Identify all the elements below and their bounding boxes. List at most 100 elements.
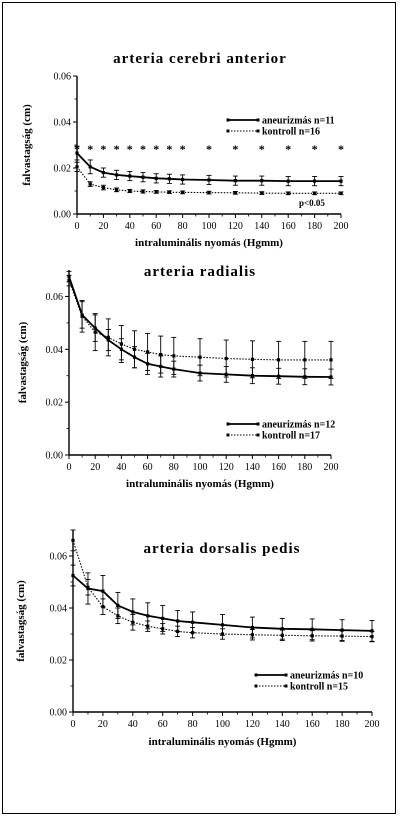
legend-marker	[226, 129, 230, 133]
data-point	[131, 620, 135, 624]
data-point	[280, 627, 284, 631]
legend-label: aneurizmás n=11	[262, 116, 335, 127]
data-point	[131, 610, 135, 614]
data-point	[146, 624, 150, 628]
chart-title: arteria dorsalis pedis	[144, 541, 301, 557]
x-tick-label: 120	[219, 462, 234, 473]
data-point	[340, 628, 344, 632]
y-tick-label: 0.02	[50, 656, 68, 667]
data-point	[220, 632, 225, 636]
x-tick-label: 60	[151, 221, 161, 232]
significance-star: *	[153, 142, 159, 156]
significance-star: *	[206, 142, 212, 156]
data-point	[115, 173, 119, 177]
legend-marker	[254, 684, 258, 688]
data-point	[260, 179, 264, 183]
legend-marker	[226, 422, 230, 426]
series-kontroll	[74, 161, 344, 196]
series-line	[68, 280, 331, 361]
significance-star: *	[127, 142, 133, 156]
data-point	[280, 633, 284, 637]
data-point	[88, 165, 92, 169]
significance-star: *	[338, 142, 344, 156]
data-point	[116, 614, 120, 618]
data-point	[167, 190, 171, 194]
data-point	[172, 354, 176, 358]
x-tick-label: 100	[202, 221, 217, 232]
x-tick-label: 60	[143, 462, 153, 473]
data-point	[106, 335, 110, 339]
x-tick-label: 0	[67, 462, 72, 473]
data-point	[88, 182, 92, 186]
y-tick-label: 0.06	[50, 552, 68, 563]
x-axis-label: intraluminális nyomás (Hgmm)	[135, 237, 283, 249]
x-tick-label: 20	[98, 221, 108, 232]
data-point	[176, 629, 180, 633]
significance-star: *	[232, 142, 238, 156]
x-tick-label: 160	[305, 719, 320, 730]
legend-marker	[226, 118, 230, 122]
data-point	[71, 538, 75, 542]
data-point	[115, 188, 119, 192]
x-tick-label: 20	[98, 719, 108, 730]
x-tick-label: 180	[307, 221, 322, 232]
x-tick-label: 200	[324, 462, 339, 473]
data-point	[101, 605, 105, 609]
x-tick-label: 20	[90, 462, 100, 473]
chart-2: arteria radialis 0 20 40 60 80 100 120 140 160 180…	[17, 264, 339, 490]
significance-star: *	[140, 142, 146, 156]
significance-star: *	[87, 142, 93, 156]
y-tick-label: 0.00	[46, 451, 64, 462]
data-point	[207, 191, 211, 195]
chart-title: arteria radialis	[144, 264, 256, 280]
data-point	[310, 627, 314, 631]
x-tick-label: 140	[254, 221, 269, 232]
x-tick-label: 40	[128, 719, 138, 730]
y-tick-label: 0.02	[54, 164, 72, 175]
data-point	[220, 623, 225, 627]
legend-marker	[284, 673, 288, 677]
data-point	[159, 352, 163, 357]
x-tick-label: 200	[334, 221, 349, 232]
data-point	[181, 190, 185, 194]
significance-star: *	[180, 142, 186, 156]
x-axis-label: intraluminális nyomás (Hgmm)	[126, 478, 274, 490]
data-point	[233, 191, 237, 195]
y-tick-label: 0.00	[54, 210, 72, 221]
data-point	[250, 625, 254, 630]
y-tick-label: 0.04	[46, 345, 64, 356]
legend-marker	[284, 684, 288, 688]
data-point	[329, 358, 333, 362]
significance-star: *	[285, 142, 291, 156]
data-point	[224, 356, 228, 361]
data-point	[250, 633, 254, 637]
significance-star: *	[114, 142, 120, 156]
y-axis-label: falvastagság (cm)	[17, 321, 29, 403]
x-tick-label: 200	[365, 719, 380, 730]
x-tick-label: 160	[271, 462, 286, 473]
data-point	[71, 573, 75, 578]
data-point	[146, 614, 150, 618]
data-point	[119, 342, 123, 346]
x-tick-label: 80	[169, 462, 179, 473]
significance-star: *	[166, 142, 172, 156]
legend-label: kontroll n=16	[262, 127, 320, 138]
data-point	[101, 589, 105, 593]
data-point	[198, 355, 202, 359]
significance-star: *	[259, 142, 265, 156]
data-point	[339, 179, 343, 183]
data-point	[128, 174, 132, 178]
data-point	[161, 616, 165, 620]
legend-label: aneurizmás n=12	[262, 420, 335, 431]
data-point	[303, 358, 307, 362]
data-point	[146, 350, 150, 354]
data-point	[154, 190, 158, 194]
data-point	[191, 631, 195, 635]
data-point	[67, 278, 71, 283]
significance-star: *	[74, 142, 80, 156]
significance-star: *	[100, 142, 106, 156]
data-point	[176, 619, 180, 623]
x-tick-label: 0	[71, 719, 76, 730]
legend-marker	[256, 118, 260, 122]
